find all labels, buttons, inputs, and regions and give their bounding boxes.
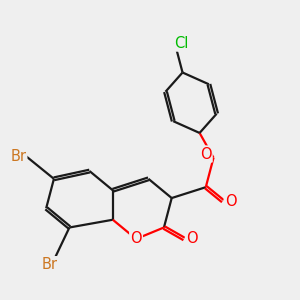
Text: Br: Br: [41, 257, 57, 272]
Text: O: O: [186, 232, 198, 247]
Text: O: O: [200, 146, 212, 161]
Text: O: O: [225, 194, 236, 208]
Text: Cl: Cl: [174, 36, 189, 51]
Text: O: O: [130, 232, 142, 247]
Text: Br: Br: [10, 149, 26, 164]
